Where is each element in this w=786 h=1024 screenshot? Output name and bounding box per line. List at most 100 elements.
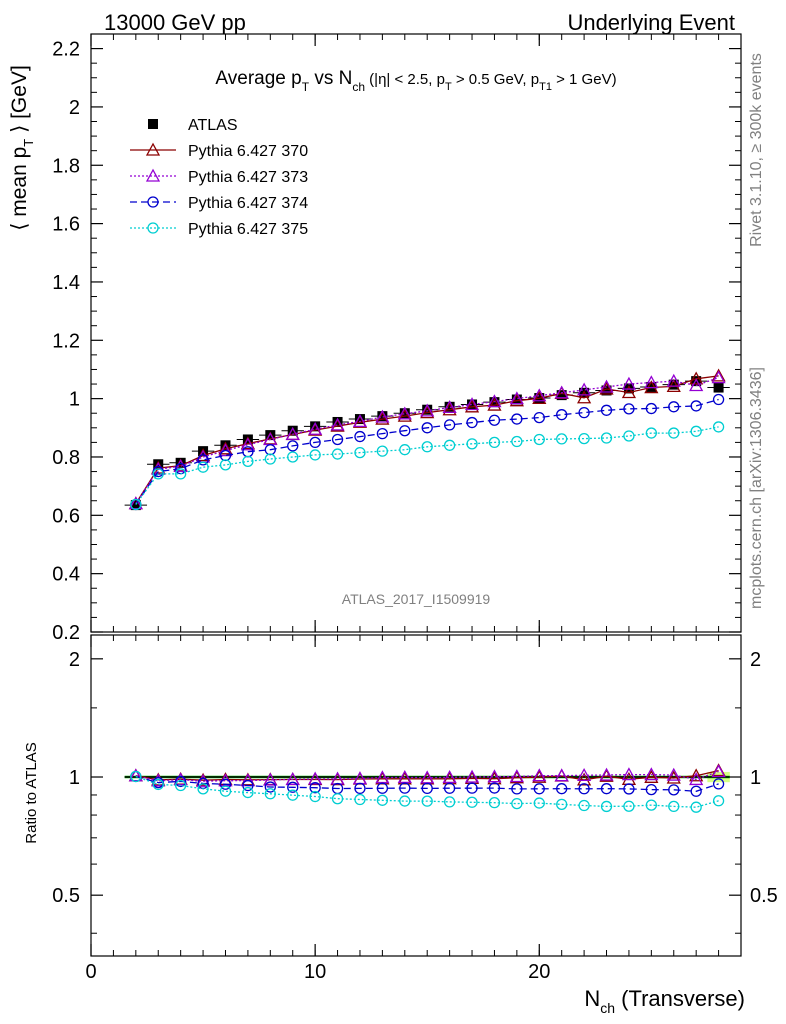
legend-marker	[145, 142, 161, 156]
ratio-tick-label: 2	[69, 649, 80, 671]
series-point	[711, 370, 726, 384]
series-point	[399, 425, 411, 437]
y-tick-label: 0.4	[52, 564, 80, 586]
legend-marker	[147, 196, 159, 208]
data-point	[691, 376, 702, 387]
analysis-label: ATLAS_2017_I1509919	[342, 591, 491, 607]
ratio-point	[668, 784, 680, 796]
series-point	[690, 425, 702, 437]
ratio-point	[645, 783, 657, 796]
legend-label: Pythia 6.427 370	[188, 143, 308, 160]
series-point	[689, 378, 704, 392]
ratio-point	[599, 767, 614, 781]
series-line	[135, 376, 719, 504]
data-point	[601, 385, 612, 396]
ratio-tick-label-right: 0.5	[750, 885, 778, 907]
ratio-point	[690, 785, 702, 797]
series-point	[711, 368, 726, 382]
series-point	[554, 385, 569, 399]
series-point	[197, 454, 209, 466]
series-point	[308, 421, 323, 435]
ratio-point	[354, 782, 366, 795]
data-point	[668, 379, 679, 390]
series-point	[376, 427, 389, 440]
legend-entry-1: Pythia 6.427 370	[130, 142, 308, 160]
series-main-1	[128, 368, 726, 510]
data-point	[511, 394, 522, 405]
series-point	[488, 414, 501, 426]
data-point	[287, 425, 298, 436]
ratio-point	[399, 795, 411, 807]
series-point	[375, 411, 390, 425]
collision-label: 13000 GeV pp	[104, 10, 246, 35]
ratio-point	[509, 769, 524, 783]
series-point	[556, 433, 568, 445]
y-tick-label: 1	[69, 389, 80, 411]
series-point	[399, 444, 411, 456]
ratio-point	[175, 779, 187, 792]
series-point	[219, 459, 232, 471]
series-point	[130, 498, 142, 511]
ratio-point	[375, 770, 390, 784]
series-point	[623, 403, 635, 415]
ratio-point	[600, 783, 613, 795]
ratio-point	[532, 768, 547, 782]
series-point	[218, 441, 233, 455]
legend-label: Pythia 6.427 375	[188, 221, 308, 238]
series-point	[354, 446, 366, 459]
ratio-tick-label: 0.5	[52, 885, 80, 907]
series-point	[442, 400, 457, 414]
series-point	[600, 432, 613, 444]
rivet-version-label: Rivet 3.1.10, ≥ 300k events	[748, 53, 765, 247]
ratio-tick-label-right: 1	[750, 767, 761, 789]
data-point	[354, 414, 365, 425]
series-point	[464, 399, 480, 413]
ratio-point	[623, 800, 635, 812]
series-point	[285, 426, 300, 440]
y-tick-label: 1.4	[52, 272, 80, 294]
series-point	[533, 411, 545, 424]
ratio-point	[712, 795, 725, 807]
data-point	[467, 399, 478, 410]
ratio-point	[554, 768, 569, 782]
ratio-point	[197, 783, 209, 795]
ratio-point	[263, 772, 278, 786]
legend-entry-0: ATLAS	[148, 117, 238, 134]
series-point	[666, 373, 681, 387]
ratio-point	[511, 797, 523, 810]
x-tick-label: 10	[304, 961, 326, 983]
series-point	[464, 397, 480, 411]
data-point	[377, 411, 388, 422]
series-point	[264, 453, 276, 465]
series-point	[623, 430, 635, 442]
ratio-point	[399, 782, 411, 794]
series-line	[135, 398, 719, 505]
ratio-point	[600, 800, 613, 813]
series-point	[420, 405, 435, 419]
series-main-0	[124, 376, 730, 511]
ratio-point	[309, 790, 321, 803]
ratio-point	[511, 783, 523, 795]
legend-marker	[145, 168, 161, 182]
data-point	[399, 408, 410, 419]
legend: ATLAS Pythia 6.427 370 Pythia 6.427 373 Pyt…	[130, 117, 308, 238]
ratio-point	[644, 767, 659, 781]
series-point	[354, 430, 366, 443]
main-frame	[90, 33, 742, 633]
series-point	[218, 443, 233, 457]
ratio-point	[287, 789, 299, 801]
series-point	[690, 400, 702, 412]
data-point	[444, 401, 455, 412]
data-point	[175, 457, 186, 468]
series-point	[287, 451, 299, 463]
x-axis-label: Nch (Transverse)	[584, 986, 745, 1016]
ratio-point	[421, 782, 433, 795]
ratio-point	[668, 800, 680, 813]
series-point	[488, 436, 501, 449]
data-point	[265, 430, 276, 441]
ratio-point	[645, 799, 657, 811]
series-point	[397, 408, 412, 422]
series-main-2	[128, 370, 726, 510]
series-ratio-3	[130, 770, 725, 797]
